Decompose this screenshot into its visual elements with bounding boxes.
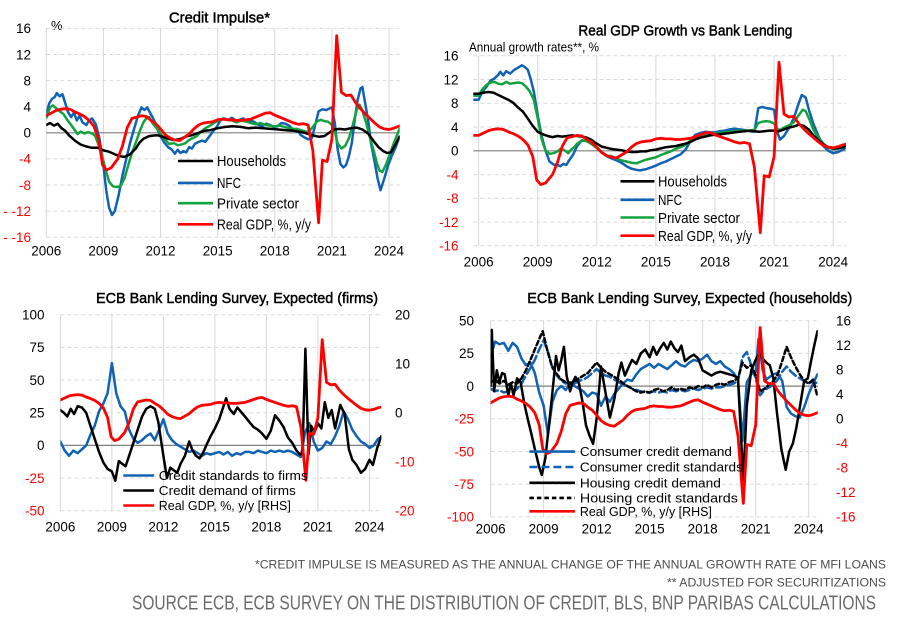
svg-text:2006: 2006 [31,243,61,258]
svg-text:-8: -8 [19,178,31,193]
svg-text:10: 10 [395,357,410,372]
svg-text:75: 75 [29,340,44,355]
svg-text:0: 0 [451,144,459,159]
svg-text:Private sector: Private sector [658,210,740,227]
svg-text:Annual growth rates**, %: Annual growth rates**, % [469,41,599,55]
svg-text:NFC: NFC [217,175,241,192]
svg-text:2021: 2021 [317,243,347,258]
svg-text:2024: 2024 [355,519,385,534]
svg-text:2018: 2018 [688,522,718,537]
svg-text:Consumer credit demand: Consumer credit demand [580,444,732,459]
svg-text:Credit standards to firms: Credit standards to firms [159,468,308,483]
svg-text:2012: 2012 [146,243,176,258]
svg-text:** ADJUSTED FOR SECURITIZATION: ** ADJUSTED FOR SECURITIZATIONS [667,578,886,590]
svg-text:Households: Households [217,153,286,170]
svg-text:- -16: - -16 [3,230,31,245]
svg-text:-12: -12 [836,485,856,500]
svg-text:2006: 2006 [45,519,75,534]
svg-text:Housing credit standards: Housing credit standards [580,491,738,506]
svg-text:12: 12 [836,338,851,353]
svg-text:0: 0 [836,412,844,427]
svg-text:-50: -50 [25,504,45,519]
svg-text:4: 4 [451,120,459,135]
svg-text:2015: 2015 [641,255,671,270]
svg-text:0: 0 [37,438,45,453]
svg-text:NFC: NFC [658,192,682,209]
svg-text:25: 25 [29,406,44,421]
svg-text:4: 4 [836,387,844,402]
svg-text:-8: -8 [836,461,848,476]
svg-text:2018: 2018 [260,243,290,258]
svg-text:Real GDP, %, y/y: Real GDP, %, y/y [658,228,752,245]
svg-text:-75: -75 [454,477,474,492]
svg-text:100: 100 [22,308,45,323]
svg-text:2024: 2024 [794,522,824,537]
svg-text:-16: -16 [439,239,459,254]
svg-text:-25: -25 [25,471,45,486]
svg-text:ECB Bank Lending Survey, Expec: ECB Bank Lending Survey, Expected (firms… [96,290,378,307]
svg-text:0: 0 [466,379,474,394]
svg-text:0: 0 [395,406,403,421]
svg-text:2024: 2024 [374,243,404,258]
svg-text:%: % [51,18,63,33]
svg-text:-4: -4 [836,436,848,451]
svg-text:2021: 2021 [759,255,789,270]
svg-text:SOURCE ECB, ECB SURVEY ON THE: SOURCE ECB, ECB SURVEY ON THE DISTRIBUTI… [132,593,876,615]
svg-text:2021: 2021 [741,522,771,537]
svg-text:4: 4 [23,100,31,115]
svg-text:-25: -25 [454,412,474,427]
svg-text:Private sector: Private sector [217,195,299,212]
svg-text:2015: 2015 [635,522,665,537]
svg-text:2015: 2015 [200,519,230,534]
svg-text:16: 16 [443,49,458,64]
svg-text:-10: -10 [395,455,415,470]
svg-text:8: 8 [23,73,31,88]
svg-text:12: 12 [16,47,31,62]
svg-text:2018: 2018 [251,519,281,534]
svg-text:25: 25 [459,346,474,361]
svg-text:Credit demand of firms: Credit demand of firms [159,483,296,498]
svg-text:2009: 2009 [88,243,118,258]
svg-text:2009: 2009 [97,519,127,534]
svg-text:50: 50 [459,314,474,329]
svg-text:- -12: - -12 [3,204,31,219]
svg-text:2012: 2012 [582,522,612,537]
svg-text:Housing credit demand: Housing credit demand [580,475,721,490]
svg-text:-8: -8 [446,191,458,206]
svg-text:2006: 2006 [476,522,506,537]
svg-text:2021: 2021 [303,519,333,534]
svg-text:8: 8 [451,96,459,111]
svg-text:-50: -50 [454,444,474,459]
svg-text:2015: 2015 [203,243,233,258]
svg-text:Credit Impulse*: Credit Impulse* [169,10,270,27]
svg-text:Consumer credit standards: Consumer credit standards [580,460,743,475]
svg-text:20: 20 [395,308,410,323]
svg-text:2009: 2009 [529,522,559,537]
svg-text:-4: -4 [19,152,31,167]
svg-text:-12: -12 [439,215,459,230]
svg-text:-4: -4 [446,167,458,182]
svg-text:2009: 2009 [523,255,553,270]
svg-text:*CREDIT IMPULSE IS MEASURED AS: *CREDIT IMPULSE IS MEASURED AS THE ANNUA… [255,559,886,571]
svg-text:16: 16 [16,21,31,36]
svg-text:Real GDP, %, y/y [RHS]: Real GDP, %, y/y [RHS] [159,498,291,513]
svg-text:Real GDP, %, y/y: Real GDP, %, y/y [217,217,311,234]
svg-text:0: 0 [23,126,31,141]
svg-text:2012: 2012 [582,255,612,270]
svg-text:ECB Bank Lending Survey, Expec: ECB Bank Lending Survey, Expected (house… [527,290,852,307]
svg-text:Households: Households [658,174,727,191]
svg-text:2012: 2012 [148,519,178,534]
svg-text:Real GDP, %, y/y [RHS]: Real GDP, %, y/y [RHS] [580,504,712,519]
svg-text:2018: 2018 [700,255,730,270]
svg-text:-16: -16 [836,510,856,525]
svg-text:12: 12 [443,72,458,87]
svg-text:16: 16 [836,314,851,329]
svg-text:8: 8 [836,363,844,378]
svg-text:2024: 2024 [818,255,848,270]
svg-text:-20: -20 [395,504,415,519]
svg-text:50: 50 [29,373,44,388]
svg-text:-100: -100 [447,510,474,525]
svg-text:2006: 2006 [464,255,494,270]
svg-text:Real GDP Growth vs Bank Lendin: Real GDP Growth vs Bank Lending [578,22,792,39]
